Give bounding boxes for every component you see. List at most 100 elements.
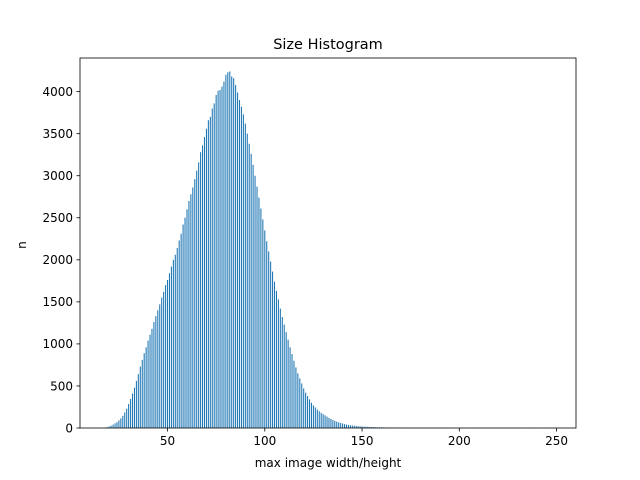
histogram-bar [184,217,186,428]
histogram-bar [122,415,124,428]
histogram-bar [303,388,305,428]
histogram-bar [137,374,139,428]
histogram-bar [340,422,342,428]
histogram-bar [322,414,324,429]
histogram-bar [318,411,320,428]
histogram-bar [344,424,346,428]
histogram-bar [326,416,328,428]
histogram-bar [312,405,314,428]
histogram-bar [291,354,293,428]
histogram-bar [172,259,174,428]
histogram-bar [211,108,213,428]
histogram-bar [209,116,211,429]
histogram-bar [275,290,277,428]
histogram-bar [272,271,274,428]
histogram-bar [131,393,134,428]
histogram-bar [165,285,167,428]
histogram-bar [182,224,184,428]
histogram-bar [268,251,270,428]
histogram-bar [361,426,363,428]
x-tick-label: 50 [160,434,175,448]
y-tick-label: 3000 [42,169,73,183]
histogram-bar [342,423,344,428]
x-axis-label: max image width/height [255,456,402,470]
histogram-bar [258,197,260,428]
histogram-bar [133,387,135,428]
histogram-bar [266,241,268,428]
histogram-bar [283,324,285,428]
histogram-bar [365,426,367,428]
histogram-bar [200,152,202,428]
histogram-bar [320,412,322,428]
histogram-bar [116,422,118,428]
histogram-bar [163,291,165,428]
chart-title: Size Histogram [273,37,383,53]
histogram-bar [336,421,338,428]
histogram-bar [106,427,108,428]
y-tick-label: 3500 [42,127,73,141]
histogram-bar [252,164,254,429]
histogram-bar [203,137,206,429]
histogram-bar [174,254,176,428]
x-tick-label: 150 [351,434,374,448]
histogram-bar [145,347,147,428]
histogram-bar [345,424,348,428]
histogram-bar [351,425,353,428]
histogram-bar [161,297,163,428]
histogram-bar [192,187,194,428]
x-tick-label: 100 [253,434,276,448]
histogram-bar [297,373,299,428]
histogram-bar [126,408,128,428]
histogram-bar [108,426,110,428]
histogram-bar [338,422,340,428]
y-tick-label: 1000 [42,337,73,351]
histogram-bar [363,426,365,428]
x-axis-ticks: 50 100 150 200 250 [160,428,568,448]
histogram-bar [310,402,312,428]
histogram-bar [347,424,349,428]
histogram-bar [305,392,307,428]
histogram-bar [130,398,132,428]
histogram-bar [221,86,223,428]
histogram-bar [240,106,242,429]
histogram-bar [301,383,303,428]
histogram-bar [112,424,114,428]
histogram-bar [155,316,157,428]
y-tick-label: 2500 [42,211,73,225]
histogram-bar [147,340,149,428]
histogram-bar [359,426,361,428]
histogram-bar [151,328,153,428]
histogram-bar [307,396,309,428]
histogram-bar [250,153,252,429]
histogram-bar [248,143,250,428]
histogram-bar [256,186,258,428]
histogram-bar [324,415,326,428]
histogram-bar [264,230,266,428]
histogram-bar [235,84,237,428]
histogram-bar [229,71,231,428]
histogram-bar [219,89,221,428]
histogram-bar [244,123,246,428]
histogram-bar [316,409,318,428]
histogram-bar [202,145,204,428]
histogram-bar [349,425,351,428]
histogram-bar [110,425,112,428]
histogram-bar [205,128,207,428]
y-tick-label: 2000 [42,253,73,267]
histogram-bar [279,308,281,428]
bars-group [100,71,554,429]
histogram-bar [114,423,116,429]
y-axis-label: n [15,241,29,249]
histogram-bar [254,175,256,428]
histogram-bar [369,426,371,428]
axes-frame [79,57,577,429]
y-tick-label: 4000 [42,85,73,99]
histogram-bar [277,299,279,428]
histogram-bar [215,95,217,428]
histogram-bar [273,281,276,428]
histogram-bar [287,339,289,428]
histogram-bar [281,317,283,428]
histogram-bar [295,367,297,428]
histogram-bar [176,248,178,428]
histogram-bar [168,273,171,428]
